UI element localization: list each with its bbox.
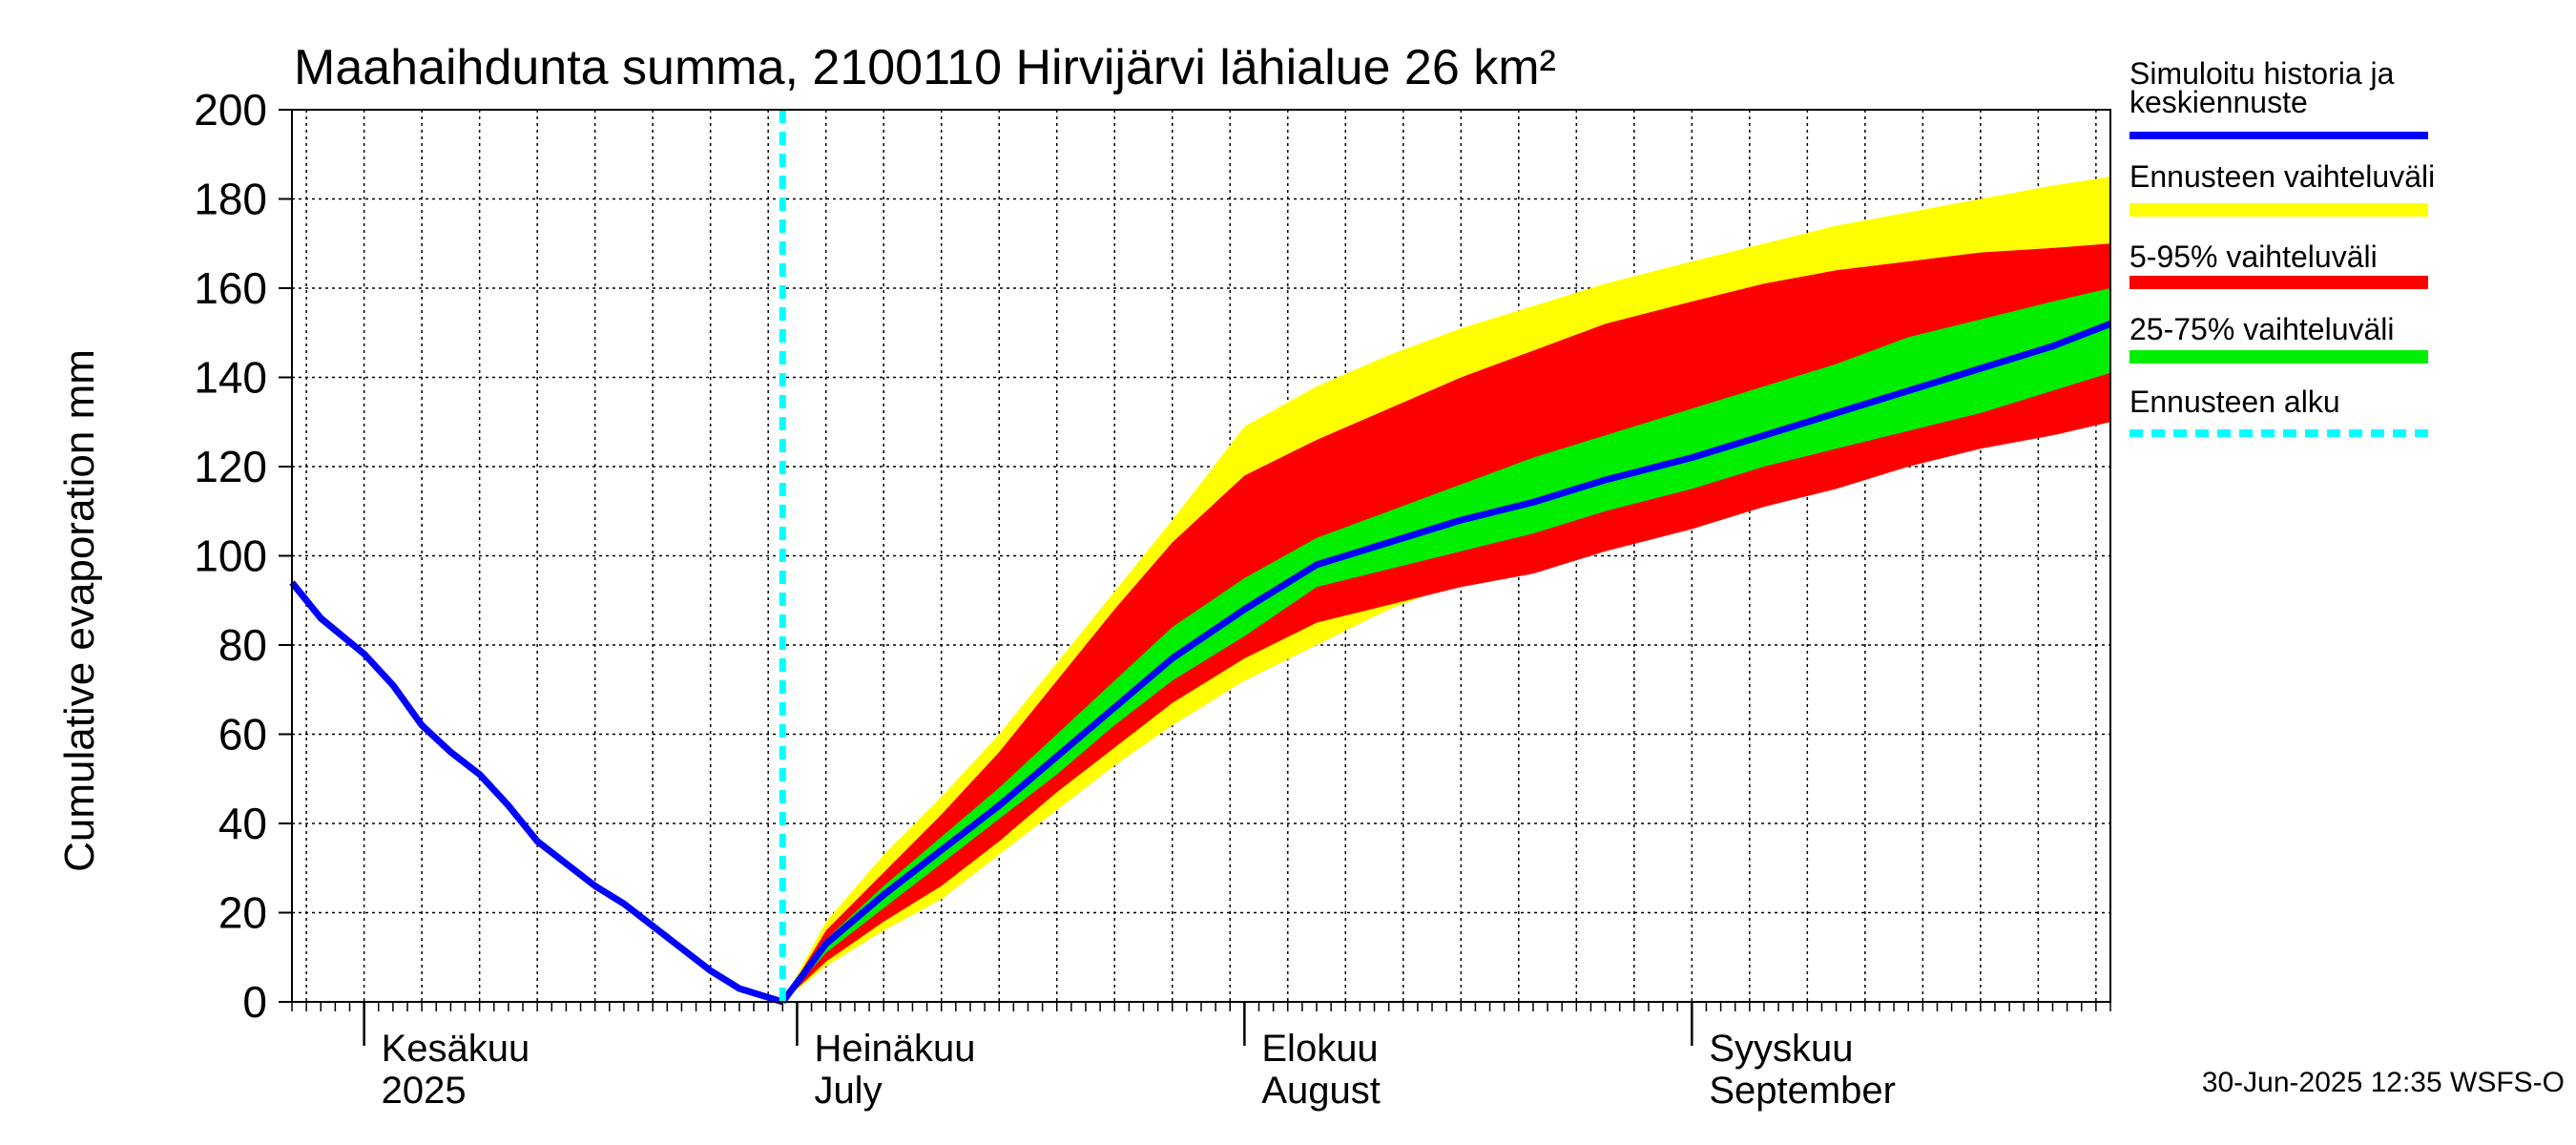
x-month-sublabel: September [1709,1070,1896,1112]
band-3 [782,288,2110,1002]
median-forecast-line [779,321,2112,1005]
legend-label: Ennusteen vaihteluväli [2129,159,2435,194]
history-line [289,580,784,1006]
x-month-label: Elokuu [1261,1028,1378,1070]
y-tick-label: 160 [194,263,267,313]
y-axis-label: Cumulative evaporation mm [56,349,103,872]
y-tick-label: 200 [194,85,267,135]
y-tick-label: 140 [194,353,267,403]
y-tick-label: 0 [242,977,267,1027]
x-month-label: Heinäkuu [814,1028,975,1070]
legend-label: Simuloitu historia ja [2129,56,2395,91]
x-month-label: Syyskuu [1709,1028,1853,1070]
series-lines [289,110,2112,1006]
forecast-bands [782,177,2110,1003]
y-tick-label: 180 [194,175,267,224]
legend-label-line2: keskiennuste [2129,85,2308,119]
legend-label: 25-75% vaihteluväli [2129,312,2395,346]
timestamp: 30-Jun-2025 12:35 WSFS-O [2202,1067,2565,1098]
y-tick-label: 40 [218,799,267,848]
legend-label: 5-95% vaihteluväli [2129,239,2378,274]
x-month-sublabel: August [1261,1070,1381,1112]
x-month-sublabel: 2025 [382,1070,467,1112]
x-month-label: Kesäkuu [382,1028,530,1070]
x-month-sublabel: July [814,1070,882,1112]
chart-title: Maahaihdunta summa, 2100110 Hirvijärvi l… [294,40,1556,95]
y-tick-label: 80 [218,620,267,670]
y-tick-label: 20 [218,888,267,938]
y-tick-label: 100 [194,531,267,581]
y-tick-label: 60 [218,710,267,760]
y-tick-label: 120 [194,442,267,491]
legend-label: Ennusteen alku [2129,385,2340,419]
